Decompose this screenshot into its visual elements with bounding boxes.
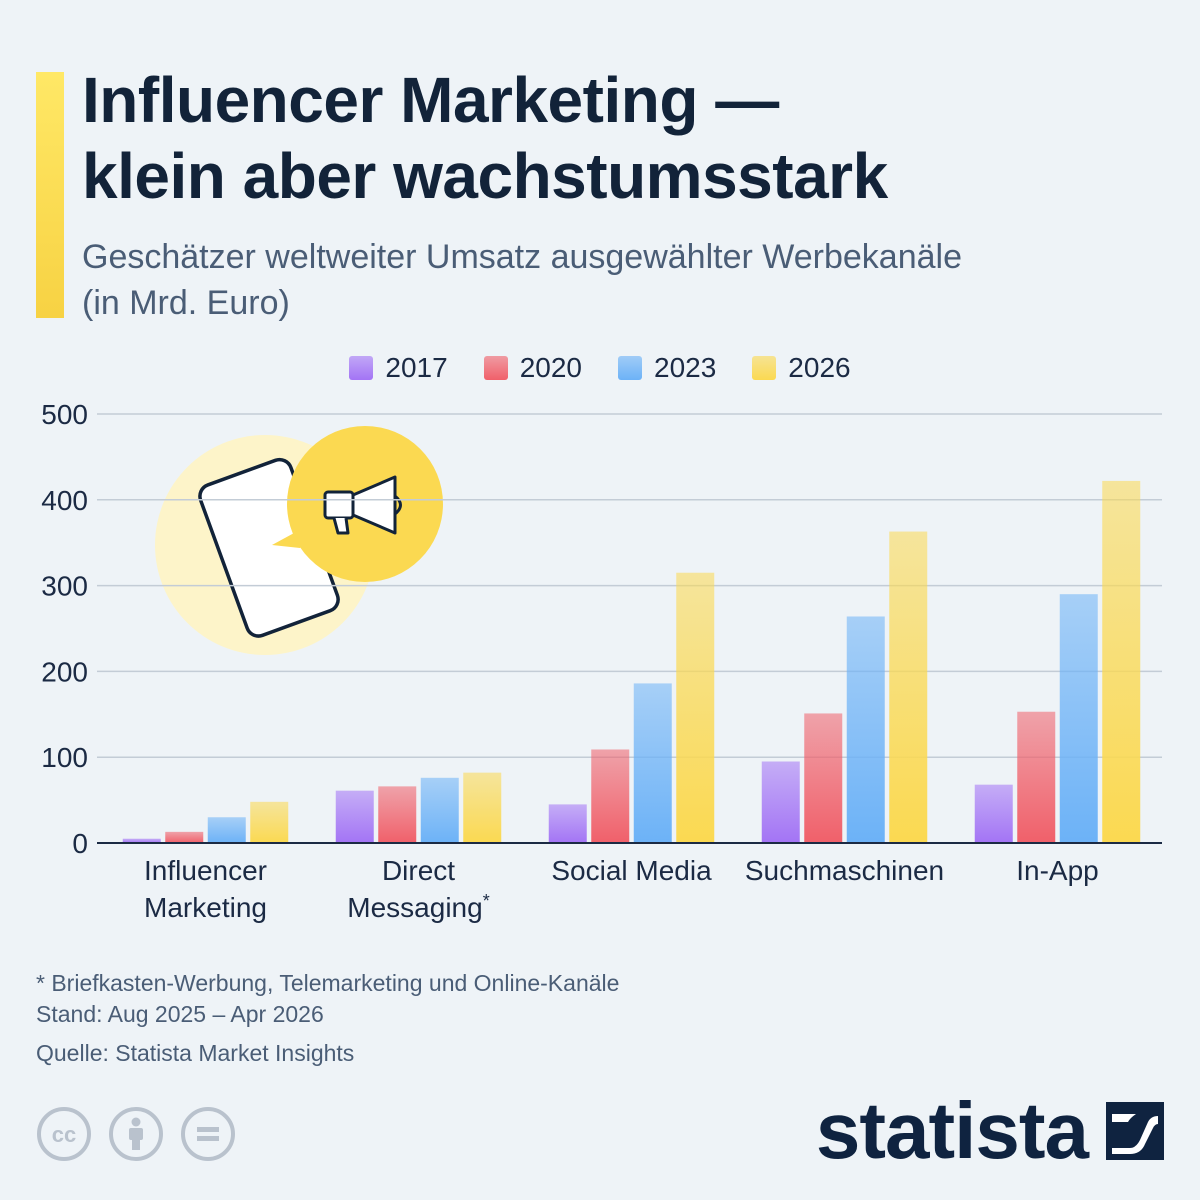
legend-swatch bbox=[752, 356, 777, 380]
attribution-icon[interactable] bbox=[108, 1106, 164, 1162]
bar-2020 bbox=[1017, 711, 1056, 843]
legend-swatch bbox=[349, 356, 374, 380]
title-line-1: Influencer Marketing — bbox=[82, 64, 779, 136]
legend-item-2020: 2020 bbox=[483, 350, 582, 386]
title-accent-bar bbox=[36, 72, 64, 318]
footnote-text: * Briefkasten-Werbung, Telemarketing und… bbox=[36, 970, 620, 996]
smartphone-with-megaphone-icon bbox=[155, 426, 443, 655]
legend-swatch bbox=[618, 356, 642, 380]
legend-label: 2023 bbox=[654, 352, 717, 383]
brand-wordmark: statista bbox=[815, 1086, 1089, 1175]
bar-2023 bbox=[633, 683, 672, 843]
bar-2020 bbox=[165, 831, 204, 843]
statista-logo-icon bbox=[1106, 1102, 1164, 1160]
chart-area: 0 100 200 300 400 500 Influencer Marketing Dire… bbox=[41, 399, 1162, 923]
megaphone-icon bbox=[323, 475, 402, 535]
bar-2017 bbox=[974, 784, 1013, 843]
bar-2023 bbox=[420, 777, 459, 843]
subtitle-line-2: (in Mrd. Euro) bbox=[82, 284, 290, 322]
y-tick-label: 0 bbox=[72, 828, 88, 859]
license-icons: cc bbox=[36, 1106, 236, 1162]
bar-2026 bbox=[463, 772, 502, 843]
title-line-2: klein aber wachstumsstark bbox=[82, 140, 888, 212]
bar-2026 bbox=[889, 531, 928, 843]
cc-icon[interactable]: cc bbox=[36, 1106, 92, 1162]
legend-label: 2017 bbox=[385, 352, 448, 383]
chart-legend: 2017 2020 2023 2026 bbox=[0, 350, 1200, 386]
x-category-label: Influencer Marketing bbox=[144, 855, 267, 923]
bar-2023 bbox=[207, 817, 246, 843]
legend-label: 2020 bbox=[519, 352, 582, 383]
y-tick-label: 500 bbox=[41, 399, 88, 430]
x-category-label: Social Media bbox=[551, 855, 712, 886]
date-text: Stand: Aug 2025 – Apr 2026 bbox=[36, 1001, 324, 1027]
chart-title: Influencer Marketing — klein aber wachst… bbox=[82, 62, 1162, 214]
source-text: Quelle: Statista Market Insights bbox=[36, 1040, 355, 1066]
bar-2020 bbox=[378, 786, 417, 843]
bar-2017 bbox=[122, 838, 161, 843]
y-tick-label: 200 bbox=[41, 656, 88, 687]
bar-chart: 0 100 200 300 400 500 Influencer Marketing Dire… bbox=[41, 399, 1162, 923]
subtitle-line-1: Geschätzer weltweiter Umsatz ausgewählte… bbox=[82, 238, 962, 276]
legend-item-2026: 2026 bbox=[752, 350, 851, 386]
bar-2017 bbox=[548, 804, 587, 843]
bar-2020 bbox=[804, 713, 843, 843]
chart-subtitle: Geschätzer weltweiter Umsatz ausgewählte… bbox=[82, 234, 1172, 326]
x-category-label: Direct Messaging* bbox=[347, 855, 489, 923]
bar-2026 bbox=[250, 801, 289, 843]
legend-swatch bbox=[483, 356, 508, 380]
bar-2023 bbox=[1059, 594, 1098, 843]
legend-label: 2026 bbox=[788, 352, 851, 383]
svg-text:cc: cc bbox=[52, 1122, 76, 1147]
statista-brand[interactable]: statista bbox=[816, 1086, 1164, 1176]
legend-item-2017: 2017 bbox=[349, 350, 448, 386]
footnote-block: * Briefkasten-Werbung, Telemarketing und… bbox=[36, 968, 936, 1069]
y-tick-label: 100 bbox=[41, 742, 88, 773]
legend-item-2023: 2023 bbox=[618, 350, 716, 386]
bar-2026 bbox=[676, 572, 715, 843]
bar-2026 bbox=[1102, 480, 1141, 843]
bar-2017 bbox=[761, 761, 800, 843]
bar-2023 bbox=[846, 616, 885, 843]
x-category-label: In-App bbox=[1016, 855, 1099, 886]
bar-2017 bbox=[335, 790, 374, 843]
bar-2020 bbox=[591, 749, 630, 843]
x-category-label: Suchmaschinen bbox=[745, 855, 944, 886]
y-tick-label: 300 bbox=[41, 571, 88, 602]
no-derivatives-icon[interactable] bbox=[180, 1106, 236, 1162]
y-tick-label: 400 bbox=[41, 485, 88, 516]
